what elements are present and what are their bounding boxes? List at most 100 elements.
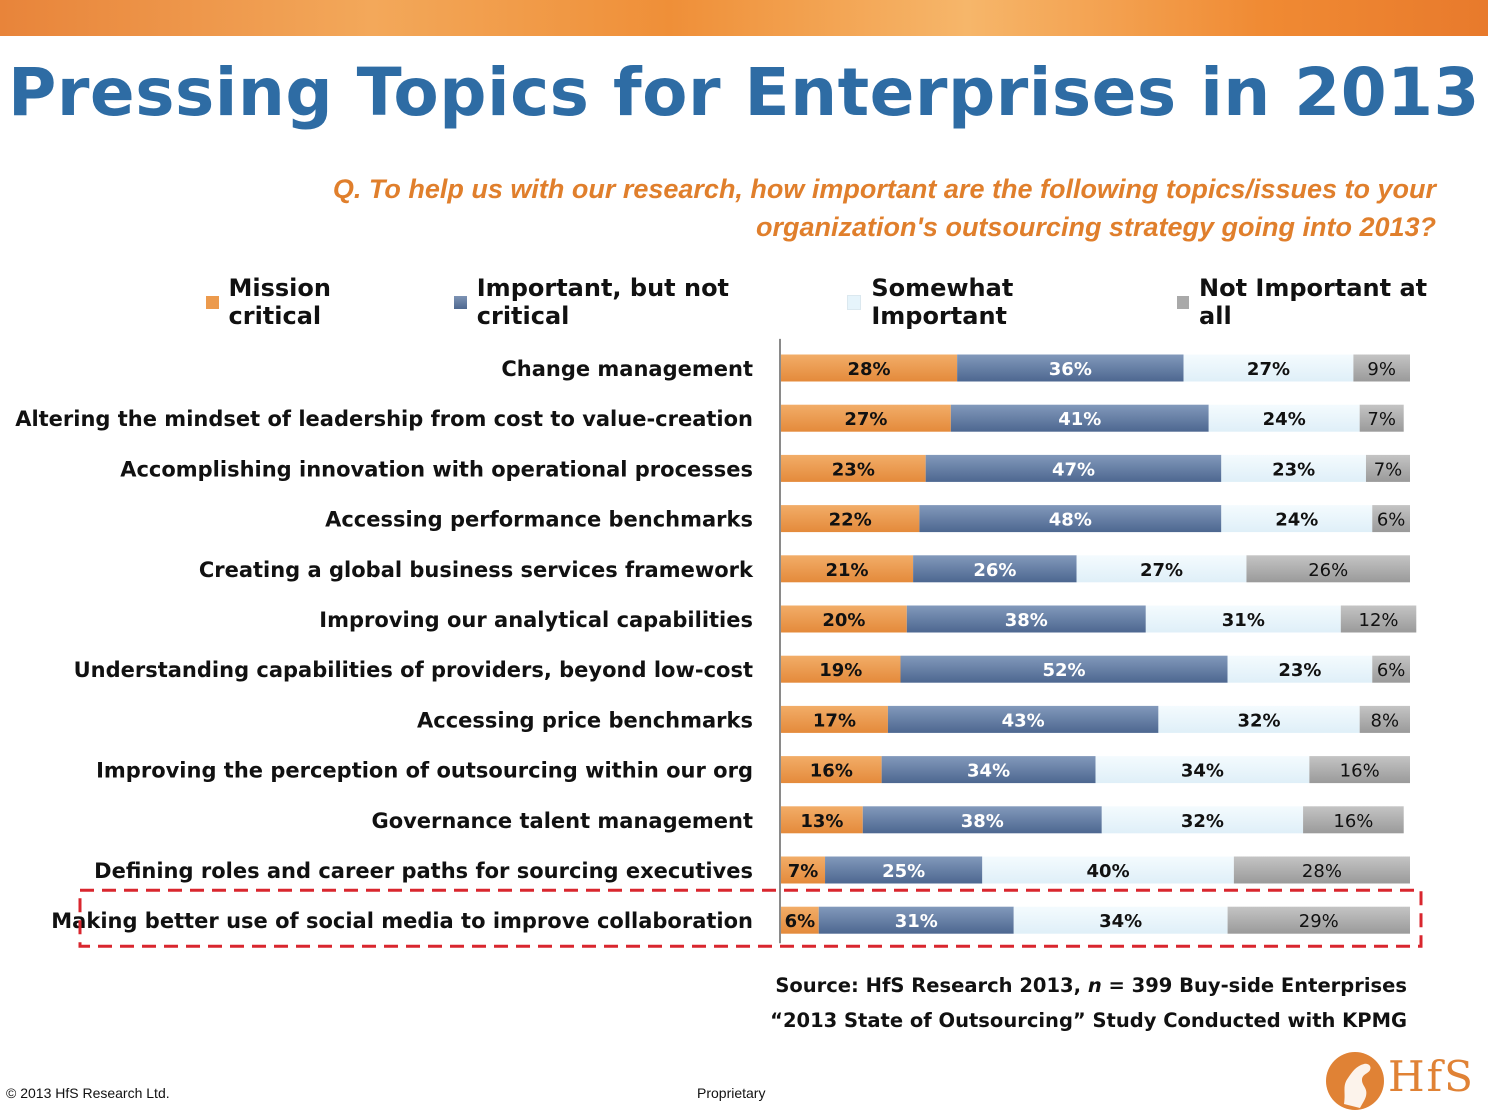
category-label: Accessing price benchmarks	[417, 708, 753, 732]
chart-row: Accessing price benchmarks 17% 43% 32% 8%	[417, 705, 1410, 733]
bar-segment-not-important	[1227, 906, 1410, 934]
bar-segment-not-important	[1309, 756, 1410, 784]
footer-proprietary: Proprietary	[697, 1085, 766, 1101]
bar-segment-important	[925, 454, 1222, 482]
bar-segment-not-important	[1246, 555, 1410, 583]
data-label: 23%	[832, 459, 875, 480]
bar-segment-mission-critical	[781, 906, 819, 934]
data-label: 48%	[1049, 510, 1092, 531]
bar-segment-mission-critical	[781, 404, 951, 432]
data-label: 13%	[800, 811, 843, 832]
bar-segment-somewhat-important	[1227, 655, 1373, 683]
data-label: 32%	[1237, 710, 1280, 731]
data-label: 16%	[1333, 811, 1373, 832]
bar-segment-not-important	[1372, 505, 1410, 533]
bar-segment-important	[862, 806, 1102, 834]
source-line-1: Source: HfS Research 2013, n = 399 Buy-s…	[770, 968, 1407, 1003]
bar-segment-not-important	[1303, 806, 1404, 834]
legend-item-somewhat-important: Somewhat Important	[846, 274, 1147, 330]
category-label: Improving the perception of outsourcing …	[96, 759, 753, 783]
bar-segment-important	[887, 705, 1159, 733]
bar-segment-somewhat-important	[1208, 404, 1360, 432]
chart-row: Defining roles and career paths for sour…	[94, 856, 1410, 884]
survey-question-line-1: Q. To help us with our research, how imp…	[332, 174, 1436, 204]
horse-head-icon	[1326, 1052, 1384, 1110]
data-label: 32%	[1181, 811, 1224, 832]
source-note: Source: HfS Research 2013, n = 399 Buy-s…	[770, 968, 1407, 1038]
category-label: Change management	[501, 357, 753, 381]
chart-row: Improving our analytical capabilities 20%…	[319, 605, 1417, 633]
data-label: 6%	[1377, 510, 1406, 531]
data-label: 27%	[1247, 359, 1290, 380]
bar-segment-not-important	[1372, 655, 1410, 683]
data-label: 16%	[810, 761, 853, 782]
chart-row: Improving the perception of outsourcing …	[96, 756, 1410, 784]
data-label: 27%	[844, 409, 887, 430]
data-label: 23%	[1278, 660, 1321, 681]
chart-row: Governance talent management 13% 38% 32% 16%	[371, 806, 1404, 834]
bar-segment-somewhat-important	[1076, 555, 1247, 583]
bar-segment-important	[818, 906, 1014, 934]
category-label: Accessing performance benchmarks	[325, 508, 753, 532]
bar-segment-not-important	[1359, 404, 1404, 432]
bar-segment-mission-critical	[781, 354, 958, 382]
legend-swatch-important	[454, 295, 467, 309]
logo-text: HfS	[1388, 1052, 1475, 1101]
bar-segment-important	[919, 505, 1222, 533]
data-label: 9%	[1367, 359, 1396, 380]
data-label: 22%	[829, 510, 872, 531]
bar-segment-somewhat-important	[1158, 705, 1360, 733]
bar-segment-mission-critical	[781, 605, 907, 633]
source-n: n	[1087, 974, 1102, 997]
bar-segment-important	[906, 605, 1146, 633]
chart-plot-area: Change management 28% 36% 27% 9% Altering the…	[15, 338, 1423, 948]
data-label: 40%	[1087, 861, 1130, 882]
bar-segment-not-important	[1365, 454, 1410, 482]
bar-segment-somewhat-important	[1013, 906, 1228, 934]
data-label: 8%	[1371, 710, 1400, 731]
data-label: 28%	[848, 359, 891, 380]
data-label: 6%	[785, 911, 816, 932]
bar-segment-important	[950, 404, 1209, 432]
data-label: 6%	[1377, 660, 1406, 681]
data-label: 16%	[1340, 761, 1380, 782]
source-suffix: = 399 Buy-side Enterprises	[1101, 974, 1407, 997]
category-label: Improving our analytical capabilities	[319, 608, 753, 632]
chart-row: Altering the mindset of leadership from …	[15, 404, 1404, 432]
data-label: 34%	[967, 761, 1010, 782]
legend-item-not-important: Not Important at all	[1176, 274, 1458, 330]
bar-segment-not-important	[1359, 705, 1410, 733]
chart-row: Making better use of social media to imp…	[51, 906, 1410, 934]
source-line-2: “2013 State of Outsourcing” Study Conduc…	[770, 1009, 1407, 1032]
bar-segment-mission-critical	[781, 505, 920, 533]
data-label: 24%	[1275, 510, 1318, 531]
survey-question-line-2: organization's outsourcing strategy goin…	[756, 212, 1436, 242]
data-label: 36%	[1049, 359, 1092, 380]
data-label: 34%	[1099, 911, 1142, 932]
legend-item-important: Important, but not critical	[454, 274, 817, 330]
hfs-logo: HfS	[1326, 1050, 1475, 1112]
data-label: 7%	[788, 861, 819, 882]
bar-segment-somewhat-important	[1101, 806, 1304, 834]
data-label: 38%	[961, 811, 1004, 832]
data-label: 12%	[1359, 610, 1399, 631]
bar-segment-important	[825, 856, 983, 884]
bar-segment-somewhat-important	[1095, 756, 1310, 784]
data-label: 27%	[1140, 560, 1183, 581]
legend-label-not-important: Not Important at all	[1199, 274, 1428, 330]
data-label: 43%	[1002, 710, 1045, 731]
bar-segment-important	[900, 655, 1228, 683]
bar-segment-mission-critical	[781, 806, 863, 834]
legend-label-important: Important, but not critical	[476, 274, 730, 330]
data-label: 41%	[1058, 409, 1101, 430]
bar-segment-mission-critical	[781, 655, 901, 683]
category-label: Defining roles and career paths for sour…	[94, 859, 753, 883]
category-label: Altering the mindset of leadership from …	[15, 407, 753, 431]
chart-row: Accessing performance benchmarks 22% 48% 24…	[325, 505, 1410, 533]
legend-swatch-mission-critical	[206, 295, 219, 309]
chart-row: Accomplishing innovation with operationa…	[120, 454, 1410, 482]
data-label: 52%	[1043, 660, 1086, 681]
bar-segment-somewhat-important	[1221, 454, 1366, 482]
legend-label-mission-critical: Mission critical	[228, 274, 331, 330]
